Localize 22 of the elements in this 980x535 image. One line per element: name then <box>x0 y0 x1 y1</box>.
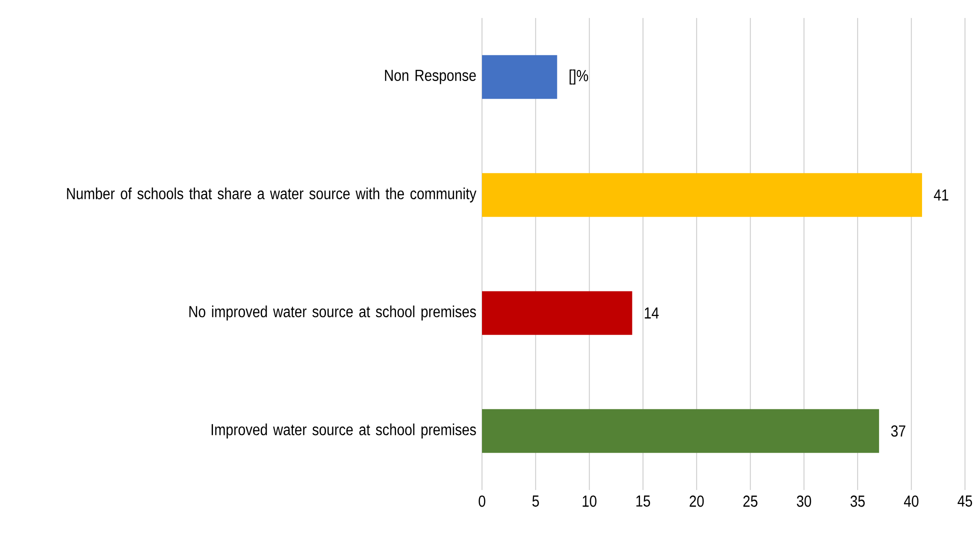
data-label: 37 <box>891 425 906 437</box>
data-label: 41 <box>934 189 948 200</box>
bar <box>482 409 880 453</box>
bar <box>482 173 922 217</box>
x-tick-label: 5 <box>532 496 539 507</box>
x-tick-label: 15 <box>636 496 650 507</box>
y-tick-label: Number of schools that share a water source with the community <box>67 188 476 202</box>
y-tick-label: Improved water source at school premises <box>212 424 476 438</box>
data-label: []% <box>570 70 588 84</box>
x-tick-label: 20 <box>690 496 704 507</box>
x-tick-label: 0 <box>478 496 486 507</box>
x-tick-label: 35 <box>850 496 865 507</box>
y-tick-label: Non Response <box>385 70 476 84</box>
x-tick-label: 40 <box>904 496 918 507</box>
x-tick-label: 45 <box>958 496 972 507</box>
y-tick-label: No improved water source at school premises <box>189 306 476 320</box>
data-label: 14 <box>644 307 659 318</box>
x-tick-label: 30 <box>796 496 812 507</box>
bar <box>482 55 558 99</box>
bar <box>482 291 632 335</box>
x-tick-label: 10 <box>582 496 596 507</box>
x-tick-label: 25 <box>743 496 758 507</box>
